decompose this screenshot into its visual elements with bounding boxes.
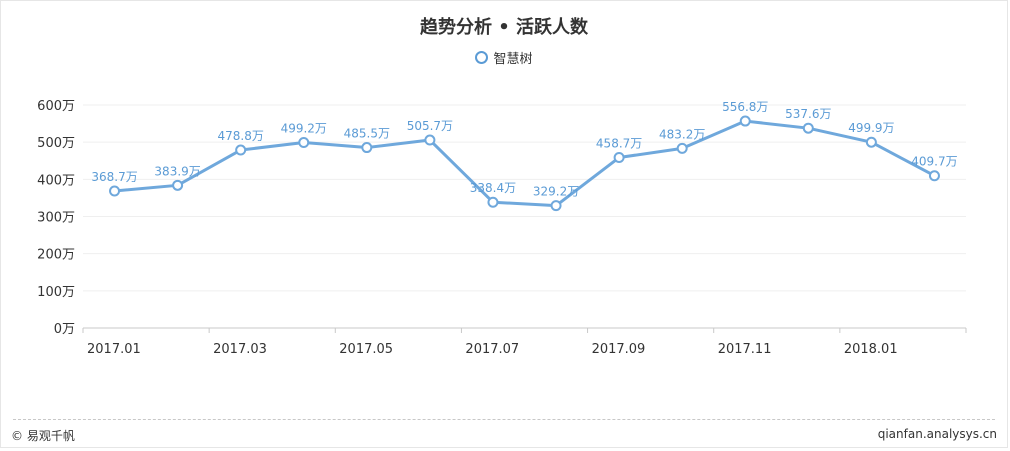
data-label: 556.8万: [722, 100, 768, 114]
data-point[interactable]: [928, 170, 940, 182]
legend-circle-icon: [475, 51, 489, 64]
data-point[interactable]: [109, 185, 121, 197]
data-label: 338.4万: [470, 181, 516, 195]
footer-url: qianfan.analysys.cn: [877, 427, 997, 441]
data-label: 499.9万: [848, 121, 894, 135]
y-tick-label: 500万: [37, 136, 75, 151]
data-label: 483.2万: [659, 127, 705, 141]
x-tick-label: 2017.01: [87, 342, 141, 357]
y-tick-label: 600万: [37, 99, 75, 114]
data-point[interactable]: [802, 122, 814, 134]
data-label: 478.8万: [217, 129, 263, 143]
y-tick-label: 300万: [37, 211, 75, 226]
data-label: 368.7万: [91, 170, 137, 184]
data-label: 458.7万: [596, 137, 642, 151]
x-tick-label: 2018.01: [844, 342, 898, 357]
data-label: 537.6万: [785, 107, 831, 121]
data-label: 485.5万: [344, 127, 390, 141]
data-point[interactable]: [298, 136, 310, 148]
x-tick-label: 2017.03: [213, 342, 267, 357]
y-tick-label: 200万: [37, 248, 75, 263]
data-point[interactable]: [487, 196, 499, 208]
chart-title: 趋势分析 • 活跃人数: [419, 17, 589, 38]
legend-label: 智慧树: [493, 52, 533, 67]
data-point[interactable]: [550, 200, 562, 212]
data-point[interactable]: [361, 142, 373, 154]
data-label: 329.2万: [533, 185, 579, 199]
y-tick-label: 0万: [54, 322, 75, 337]
chart-legend: 智慧树: [1, 48, 1007, 68]
y-tick-label: 100万: [37, 285, 75, 300]
y-tick-label: 400万: [37, 173, 75, 188]
data-point[interactable]: [235, 144, 247, 156]
x-tick-label: 2017.07: [465, 342, 519, 357]
data-label: 383.9万: [154, 164, 200, 178]
x-tick-label: 2017.05: [339, 342, 393, 357]
x-tick-label: 2017.11: [718, 342, 772, 357]
footer-brand: © 易观千帆: [11, 429, 75, 443]
data-label: 499.2万: [281, 121, 327, 135]
data-label: 505.7万: [407, 119, 453, 133]
data-point[interactable]: [613, 152, 625, 164]
series-line: [113, 119, 936, 208]
data-label: 409.7万: [911, 155, 957, 169]
data-point[interactable]: [424, 134, 436, 146]
data-point[interactable]: [172, 179, 184, 191]
data-point[interactable]: [865, 136, 877, 148]
footer-divider: [13, 419, 995, 420]
data-point[interactable]: [739, 115, 751, 127]
legend-item[interactable]: 智慧树: [475, 48, 533, 67]
x-tick-label: 2017.09: [592, 342, 646, 357]
data-point[interactable]: [676, 142, 688, 154]
